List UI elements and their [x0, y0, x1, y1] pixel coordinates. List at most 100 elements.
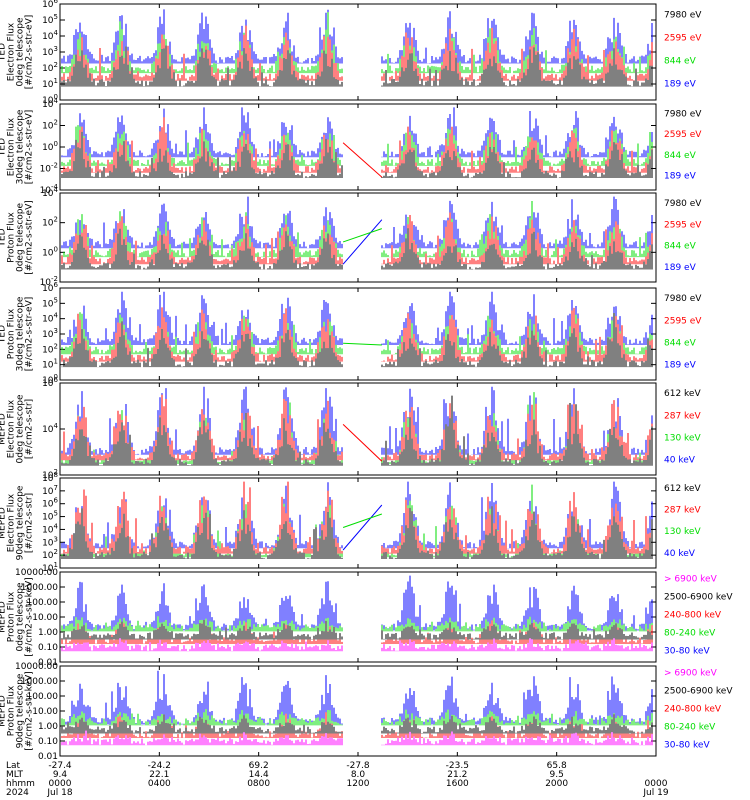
legend-entry: 844 eV: [664, 57, 697, 67]
x-tick-mlt-label: 9.4: [53, 770, 68, 780]
series-trace-red: [61, 117, 653, 173]
panel-frame: [59, 477, 657, 569]
legend-entry: 2595 eV: [664, 316, 702, 326]
y-tick-label: 103: [42, 327, 58, 340]
legend-entry: 7980 eV: [664, 294, 702, 304]
legend-entry: 612 keV: [664, 484, 701, 494]
legend-entry: 2595 eV: [664, 220, 702, 230]
panel-frame: [59, 103, 657, 191]
legend-entry: > 6900 keV: [664, 574, 718, 584]
legend-entry: 189 eV: [664, 360, 697, 370]
y-tick-label: 10.00: [32, 613, 58, 623]
gap-connector: [342, 228, 383, 243]
legend-entry: 287 keV: [664, 506, 701, 516]
y-tick-label: 101: [42, 77, 58, 90]
series-trace-blue: [61, 291, 653, 345]
legend-entry: 844 eV: [664, 242, 697, 252]
gap-connector: [342, 142, 383, 178]
legend-entry: 189 eV: [664, 263, 697, 273]
series-trace-black: [61, 131, 653, 178]
y-tick-label: 102: [42, 61, 58, 74]
legend-entry: 2595 eV: [664, 130, 702, 140]
x-tick-hhmm-label: 0400: [148, 779, 171, 789]
series-trace-black: [61, 313, 653, 368]
series-trace-blue: [61, 670, 653, 725]
panel-frame: [59, 571, 657, 663]
x-tick-date-label: Jul 18: [46, 788, 72, 798]
panel-3: TEDProton Flux0deg telescope[#/cm2-s-str…: [0, 192, 657, 283]
series-trace-blue: [61, 481, 653, 549]
y-tick-label: 103: [42, 535, 58, 548]
y-tick-label: 0.01: [38, 752, 58, 762]
y-tick-label: 100.00: [27, 598, 59, 608]
y-tick-label: 10000.00: [15, 662, 58, 672]
y-tick-label: 0.01: [38, 658, 58, 668]
panel-frame: [59, 3, 657, 101]
y-tick-label: 108: [42, 471, 58, 484]
y-tick-label: 106: [42, 497, 58, 510]
y-tick-label: 10000.00: [15, 568, 58, 578]
series-trace-green: [61, 12, 653, 74]
panel-frame: [59, 382, 657, 476]
y-tick-label: 103: [42, 45, 58, 58]
legend-entry: > 6900 keV: [664, 668, 718, 678]
y-tick-label: 10.00: [32, 707, 58, 717]
y-tick-label: 102: [42, 468, 58, 481]
y-axis-label: TEDProton Flux0deg telescope[#/cm2-s-str…: [0, 200, 35, 275]
legend-entry: 80-240 keV: [664, 722, 716, 732]
legend-entry: 287 keV: [664, 411, 701, 421]
y-tick-label: 1000.00: [21, 583, 58, 593]
x-tick-mlt-label: 22.1: [149, 770, 169, 780]
y-axis-label: TEDElectron Flux0deg telescope[#/cm2-s-s…: [0, 15, 35, 90]
gap-connector: [342, 513, 383, 528]
y-tick-label: 0.10: [38, 643, 58, 653]
legend-entry: 7980 eV: [664, 11, 702, 21]
y-axis-label: MEPEDProton Flux90deg telescope[#/cm2-s-…: [0, 671, 35, 750]
y-tick-label: 10-4: [40, 183, 59, 196]
y-tick-label: 102: [42, 216, 58, 229]
y-tick-label: 100: [42, 140, 58, 153]
y-tick-label: 104: [42, 186, 58, 199]
panel-6: MEPEDElectron Flux90deg telescope[#/cm2-…: [0, 477, 657, 569]
y-tick-label: 104: [42, 29, 58, 42]
x-tick-hhmm-label: 0800: [247, 779, 270, 789]
panel-7: MEPEDProton Flux0deg telescope[#/cm2-s-s…: [0, 571, 657, 663]
series-trace-black: [61, 45, 653, 87]
y-tick-label: 105: [42, 510, 58, 523]
y-tick-label: 101: [42, 561, 58, 574]
series-trace-black: [61, 620, 653, 640]
legend-entry: 40 keV: [664, 455, 696, 465]
x-tick-lat-label: -24.2: [148, 761, 171, 771]
y-tick-label: 100.00: [27, 692, 59, 702]
series-trace-green: [61, 312, 653, 355]
y-tick-label: 107: [42, 484, 58, 497]
legend-entry: 130 keV: [664, 527, 701, 537]
y-tick-label: 104: [42, 312, 58, 325]
series-trace-magenta: [61, 730, 653, 746]
y-tick-label: 105: [42, 296, 58, 309]
x-tick-hhmm-label: 1600: [446, 779, 469, 789]
x-tick-hhmm-label: 0000: [49, 779, 72, 789]
series-trace-black: [61, 506, 653, 559]
x-tick-mlt-label: 21.2: [447, 770, 467, 780]
series-trace-black: [61, 714, 653, 734]
x-tick-date-label: Jul 19: [642, 788, 668, 798]
y-axis-label: MEPEDProton Flux0deg telescope[#/cm2-s-s…: [0, 577, 35, 656]
y-tick-label: 0.10: [38, 737, 58, 747]
y-tick-label: 1.00: [38, 722, 58, 732]
x-tick-hhmm-label: 1200: [347, 779, 370, 789]
legend-entry: 80-240 keV: [664, 628, 716, 638]
x-axis-row-label: MLT: [6, 770, 24, 780]
legend-entry: 240-800 keV: [664, 610, 722, 620]
y-tick-label: 100: [42, 245, 58, 258]
y-tick-label: 100: [42, 373, 58, 386]
series-trace-black: [61, 395, 653, 466]
y-tick-label: 106: [42, 281, 58, 294]
gap-connector: [342, 504, 383, 551]
y-tick-label: 105: [42, 13, 58, 26]
y-tick-label: 10-2: [40, 275, 58, 288]
x-tick-mlt-label: 9.5: [550, 770, 564, 780]
legend-entry: 844 eV: [664, 338, 697, 348]
y-tick-label: 104: [42, 522, 58, 535]
